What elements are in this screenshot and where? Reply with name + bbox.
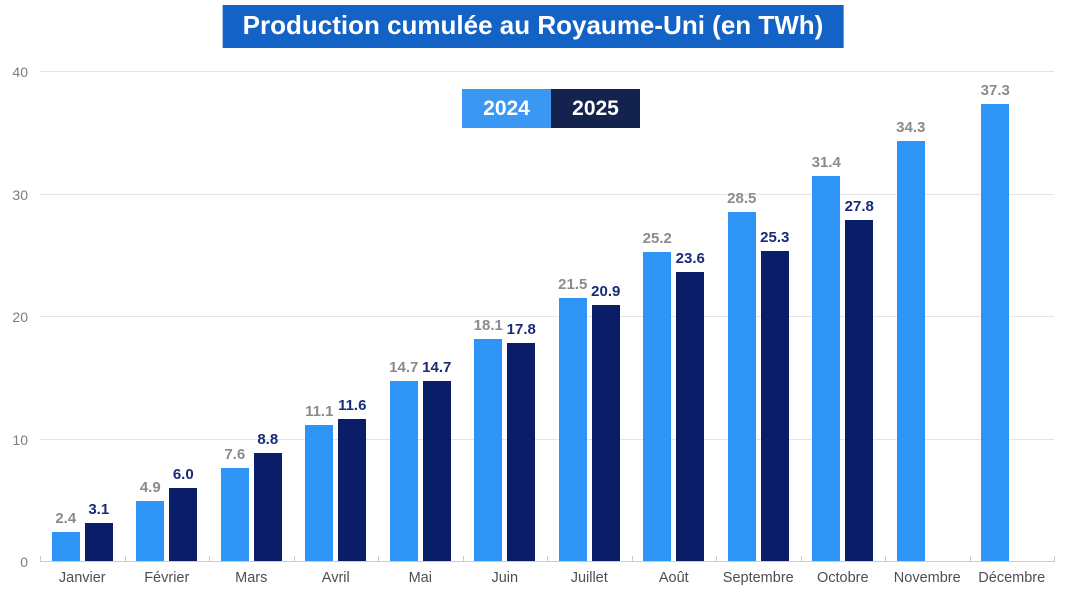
bar-2024-novembre <box>896 140 925 561</box>
bar-2025-juillet <box>591 304 620 561</box>
x-axis-label-décembre: Décembre <box>978 570 1046 586</box>
y-axis-tick-label: 30 <box>12 186 28 203</box>
x-axis-label-mars: Mars <box>235 570 268 586</box>
bar-value-2025-septembre: 25.3 <box>760 229 790 247</box>
chart-title: Production cumulée au Royaume-Uni (en TW… <box>222 5 844 48</box>
bar-value-2024-décembre: 37.3 <box>980 82 1010 100</box>
x-axis-tick <box>716 556 717 562</box>
bar-2025-février <box>169 487 198 561</box>
x-axis-tick <box>40 556 41 562</box>
bar-2024-juillet <box>558 297 587 561</box>
x-axis-label-juillet: Juillet <box>570 570 608 586</box>
bar-value-2025-juin: 17.8 <box>506 320 536 338</box>
y-axis-tick-label: 10 <box>12 431 28 448</box>
bar-value-2025-août: 23.6 <box>675 249 705 267</box>
bar-2024-avril <box>305 425 334 561</box>
bar-value-2024-mai: 14.7 <box>389 358 419 376</box>
y-axis-tick-label: 40 <box>12 64 28 80</box>
x-axis-tick <box>969 556 971 562</box>
bar-value-2025-mai: 14.7 <box>422 358 452 376</box>
x-axis-tick <box>378 556 379 562</box>
bar-2025-octobre <box>845 220 874 561</box>
x-axis-tick <box>547 556 548 562</box>
bar-value-2024-juin: 18.1 <box>473 317 503 335</box>
bar-2024-septembre <box>727 211 756 561</box>
chart-legend: 2024 2025 <box>462 89 640 128</box>
bar-value-2024-août: 25.2 <box>642 230 672 248</box>
bar-value-2025-mars: 8.8 <box>257 431 279 449</box>
x-axis-tick <box>293 556 295 562</box>
bar-2025-août <box>676 271 705 561</box>
x-axis-label-septembre: Septembre <box>722 570 794 586</box>
x-axis-label-mai: Mai <box>408 570 432 586</box>
bar-value-2025-avril: 11.6 <box>338 396 367 414</box>
x-axis-label-avril: Avril <box>321 570 350 586</box>
x-axis-label-février: Février <box>144 570 190 586</box>
x-axis-tick <box>1054 556 1055 562</box>
bar-2025-mai <box>422 380 451 561</box>
legend-item-2024: 2024 <box>462 89 551 128</box>
bar-2024-mai <box>389 380 418 561</box>
bar-value-2024-novembre: 34.3 <box>896 118 926 136</box>
gridline-30 <box>40 193 1054 195</box>
x-axis-label-juin: Juin <box>491 570 519 586</box>
y-axis-tick-label: 0 <box>20 554 28 570</box>
bar-2024-janvier <box>51 531 80 561</box>
gridline-40 <box>40 71 1054 72</box>
x-axis-label-octobre: Octobre <box>816 570 869 586</box>
bar-2025-juin <box>507 342 536 561</box>
x-axis-tick <box>209 556 210 562</box>
bar-2025-avril <box>338 418 367 561</box>
y-axis-tick-label: 20 <box>12 309 28 325</box>
x-axis-tick <box>462 556 464 562</box>
bar-value-2024-janvier: 2.4 <box>55 509 77 527</box>
gridline-10 <box>40 438 1054 440</box>
x-axis-label-août: Août <box>658 570 689 586</box>
bar-2024-mars <box>220 467 249 561</box>
bar-2025-janvier <box>84 523 113 561</box>
bar-value-2024-février: 4.9 <box>139 478 161 496</box>
bar-value-2025-janvier: 3.1 <box>88 501 110 519</box>
plot-area: 0 10 20 30 40 Janvier 2.4 3.1 Février 4.9 6.0 Mars 7… <box>12 64 1055 586</box>
bar-2024-octobre <box>812 176 841 561</box>
bar-value-2024-avril: 11.1 <box>305 403 334 421</box>
x-axis-tick <box>631 556 633 562</box>
legend-item-2025: 2025 <box>551 89 640 128</box>
bar-2024-février <box>136 500 165 561</box>
bar-2025-septembre <box>760 251 789 561</box>
bar-2025-mars <box>253 453 282 561</box>
bar-value-2024-juillet: 21.5 <box>558 275 588 293</box>
bar-value-2025-juillet: 20.9 <box>591 282 621 300</box>
x-axis-label-novembre: Novembre <box>893 570 961 586</box>
gridline-20 <box>40 316 1054 317</box>
bar-value-2025-octobre: 27.8 <box>844 198 874 216</box>
bar-value-2024-septembre: 28.5 <box>727 189 757 207</box>
bar-2024-décembre <box>981 104 1010 561</box>
bar-2024-août <box>643 252 672 561</box>
bar-2024-juin <box>474 339 503 561</box>
bar-value-2024-octobre: 31.4 <box>811 154 841 172</box>
bar-value-2025-février: 6.0 <box>172 465 194 483</box>
x-axis-tick <box>885 556 886 562</box>
x-axis-label-janvier: Janvier <box>58 570 106 586</box>
bar-value-2024-mars: 7.6 <box>224 445 246 463</box>
x-axis-tick <box>124 556 126 562</box>
x-axis-tick <box>800 556 802 562</box>
